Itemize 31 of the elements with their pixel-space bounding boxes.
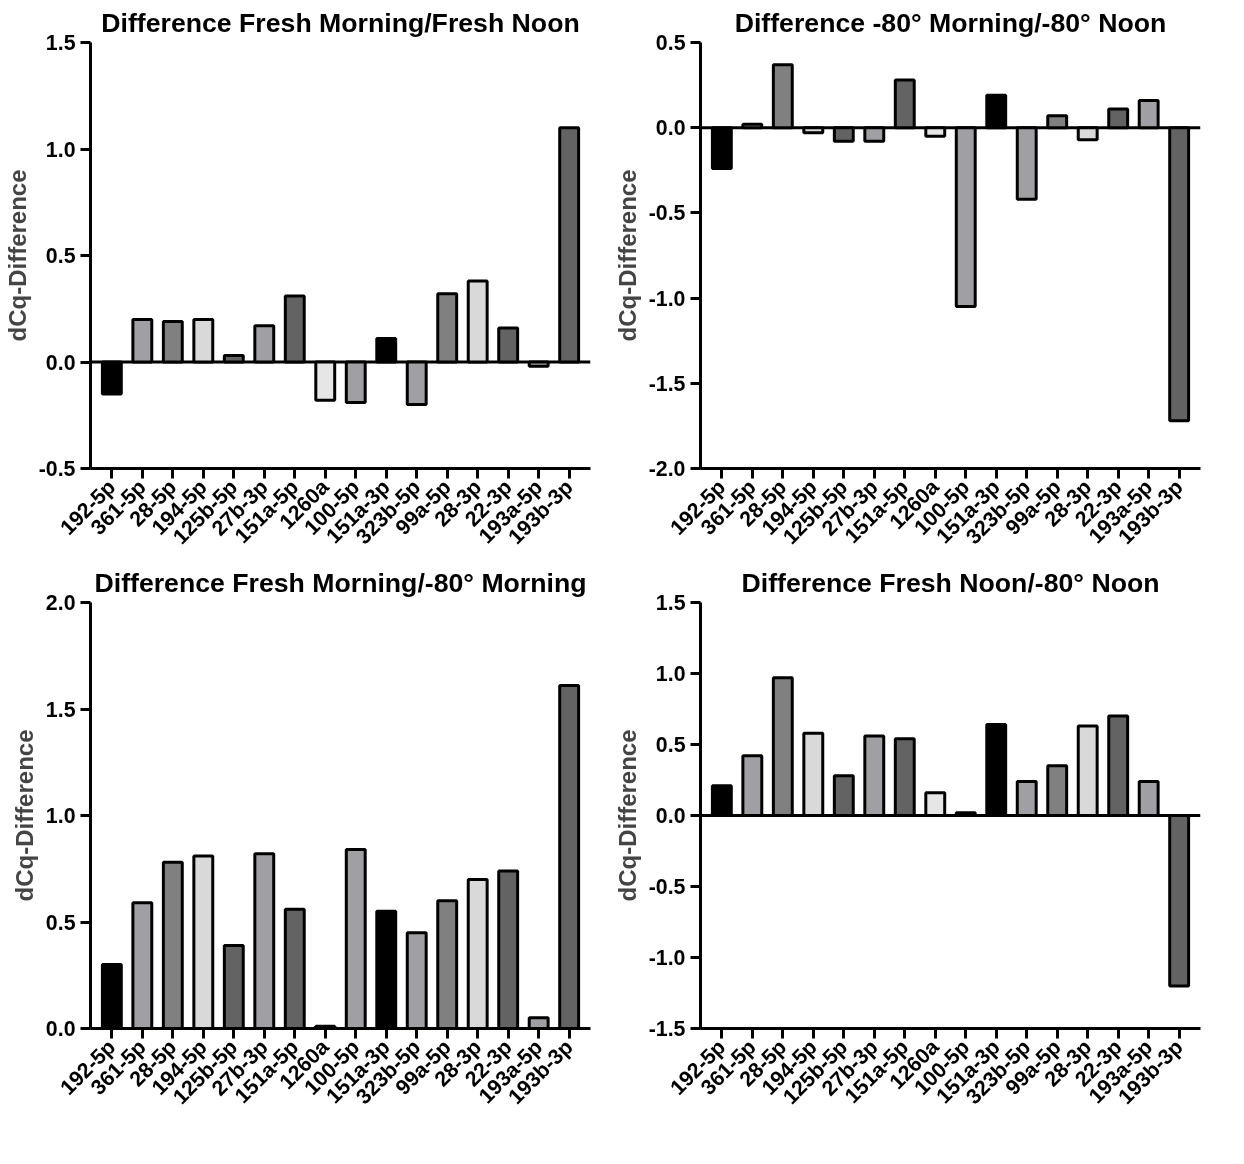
chart-title: Difference -80° Morning/-80° Noon: [734, 7, 1167, 38]
y-tick-label: 1.0: [45, 137, 76, 162]
y-tick-label: 0.5: [45, 244, 76, 268]
y-tick-label: -1.0: [648, 286, 686, 311]
y-tick-label: 0.0: [655, 804, 686, 828]
y-tick-label: -0.5: [38, 457, 76, 481]
y-tick-label: -0.5: [648, 201, 686, 226]
chart-title: Difference Fresh Morning/Fresh Noon: [101, 7, 580, 38]
y-tick-label: 1.0: [45, 804, 76, 828]
y-axis-title: dCq-Difference: [613, 169, 641, 342]
y-tick-label: 0.0: [45, 350, 76, 375]
y-tick-label: 1.5: [45, 31, 76, 55]
y-tick-label: 0.0: [45, 1017, 76, 1041]
y-tick-label: 0.5: [655, 733, 686, 757]
y-tick-label: 1.5: [45, 697, 76, 722]
y-tick-label: 1.5: [655, 591, 686, 615]
y-tick-label: 2.0: [45, 591, 76, 615]
y-axis-title: dCq-Difference: [613, 729, 641, 902]
chart-title: Difference Fresh Noon/-80° Noon: [741, 567, 1160, 598]
chart-title: Difference Fresh Morning/-80° Morning: [94, 567, 587, 598]
y-tick-label: -1.0: [648, 946, 686, 970]
y-tick-label: -0.5: [648, 875, 686, 899]
y-tick-label: 0.5: [45, 910, 76, 935]
y-tick-label: 0.5: [655, 31, 686, 55]
y-tick-label: 0.0: [655, 116, 686, 141]
y-tick-label: -1.5: [648, 371, 686, 396]
y-tick-label: -2.0: [648, 457, 686, 481]
y-tick-label: -1.5: [648, 1017, 686, 1041]
y-axis-title: dCq-Difference: [3, 169, 31, 342]
y-axis-title: dCq-Difference: [10, 729, 38, 902]
y-tick-label: 1.0: [655, 662, 686, 686]
